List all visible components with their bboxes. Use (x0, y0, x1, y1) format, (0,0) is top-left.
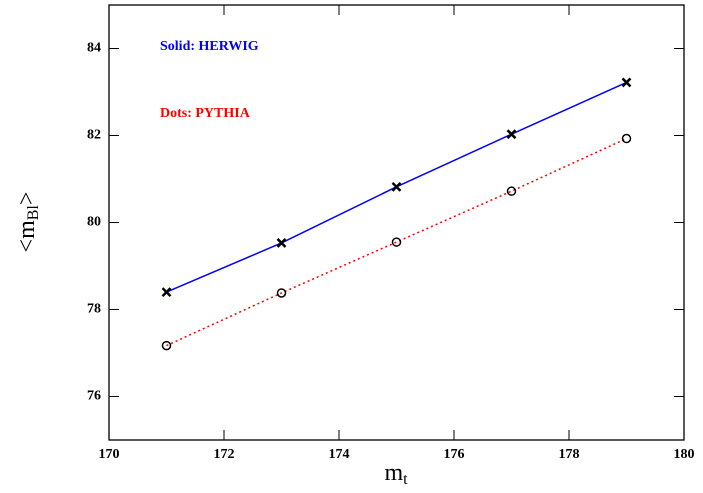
x-tick-label: 180 (674, 447, 695, 462)
y-tick-label: 80 (87, 215, 101, 230)
point (391, 181, 402, 192)
y-tick-label: 76 (87, 389, 101, 404)
x-axis-label: mt (384, 460, 408, 488)
point (391, 237, 402, 247)
x-tick-label: 178 (559, 447, 580, 462)
x-tick-label: 170 (99, 447, 120, 462)
legend-label: Dots: PYTHIA (160, 106, 251, 121)
plot-frame (108, 4, 685, 441)
x-label-main: m (384, 460, 403, 486)
point (621, 133, 632, 144)
y-label-end: > (14, 192, 40, 206)
y-tick-label: 82 (87, 128, 101, 143)
x-label-sub: t (403, 471, 408, 488)
y-axis-label: <mBl> (14, 192, 42, 253)
point (276, 238, 287, 248)
x-tick-label: 174 (329, 447, 350, 462)
y-tick-label: 78 (87, 302, 101, 317)
legend-label: Solid: HERWIG (160, 39, 259, 54)
x-tick-label: 172 (214, 447, 235, 462)
y-label-main: <m (14, 220, 40, 253)
series-line (166, 137, 627, 347)
point (276, 288, 287, 298)
y-label-sub: Bl (25, 205, 42, 221)
point (621, 77, 632, 88)
y-tick-label: 84 (87, 41, 101, 56)
point (161, 287, 172, 297)
x-tick-label: 176 (444, 447, 465, 462)
point (506, 129, 517, 140)
point (506, 186, 517, 196)
point (161, 340, 172, 351)
